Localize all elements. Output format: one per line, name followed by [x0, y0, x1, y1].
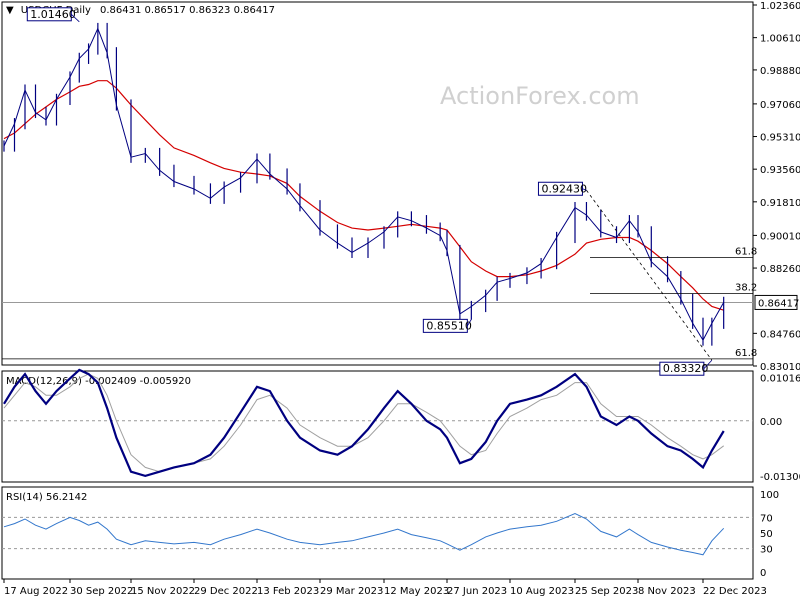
macd-y-tick-label: 0.010166	[760, 374, 800, 385]
current-price-label: 0.86417	[758, 298, 799, 309]
macd-panel-frame	[1, 370, 754, 483]
price-y-tick-label: 0.98880	[760, 66, 800, 77]
price-y-tick-label: 0.93560	[760, 165, 800, 176]
price-annotation-label: 0.85510	[426, 319, 472, 332]
price-y-tick-label: 1.02360	[760, 1, 800, 12]
rsi-y-tick-label: 30	[760, 545, 773, 556]
rsi-y-tick-label: 50	[760, 529, 773, 540]
x-axis-tick-label: 12 May 2023	[384, 586, 449, 597]
rsi-y-tick-label: 100	[760, 490, 779, 501]
price-annotation-label: 0.92430	[541, 182, 587, 195]
x-axis-tick-label: 30 Sep 2022	[70, 586, 133, 597]
price-y-tick-label: 0.83010	[760, 362, 800, 373]
price-annotation-leader	[71, 13, 80, 23]
price-y-tick-label: 0.95310	[760, 133, 800, 144]
swing-dashed-line	[586, 190, 713, 361]
chart-dropdown-icon[interactable]: ▼	[6, 5, 14, 16]
macd-line	[3, 368, 725, 478]
rsi-panel-frame	[1, 486, 754, 580]
price-line	[3, 27, 725, 342]
watermark: ActionForex.com	[440, 82, 640, 110]
fib-level-label: 61.8	[735, 348, 757, 359]
macd-title: MACD(12,26,9) -0.002409 -0.005920	[6, 376, 191, 387]
price-chart-ohlc: 0.86431 0.86517 0.86323 0.86417	[100, 5, 275, 16]
x-axis-tick-label: 22 Dec 2023	[703, 586, 767, 597]
price-y-tick-label: 0.91810	[760, 198, 800, 209]
price-y-tick-label: 0.97060	[760, 100, 800, 111]
x-axis-tick-label: 25 Sep 2023	[575, 586, 638, 597]
rsi-y-tick-label: 70	[760, 513, 773, 524]
x-axis-tick-label: 10 Aug 2023	[510, 586, 574, 597]
price-annotation-leader	[703, 359, 713, 369]
price-annotation-leader	[582, 188, 587, 191]
price-y-tick-label: 0.84760	[760, 329, 800, 340]
fib-level-label: 38.2	[735, 283, 757, 294]
x-axis-tick-label: 29 Dec 2022	[194, 586, 258, 597]
macd-y-tick-label: 0.00	[760, 417, 782, 428]
price-annotation-leader	[467, 319, 472, 327]
price-annotation-box	[26, 7, 72, 22]
rsi-line	[3, 512, 725, 556]
x-axis-tick-label: 17 Aug 2022	[4, 586, 68, 597]
macd-signal-line	[3, 373, 725, 473]
rsi-title: RSI(14) 56.2142	[6, 492, 87, 503]
price-panel-frame	[1, 1, 754, 366]
x-axis-tick-label: 15 Nov 2022	[131, 586, 195, 597]
x-axis-tick-label: 29 Mar 2023	[320, 586, 383, 597]
fib-level-label: 61.8	[735, 247, 757, 258]
macd-y-tick-label: -0.013006	[760, 472, 800, 483]
price-y-tick-label: 0.90010	[760, 231, 800, 242]
rsi-y-tick-label: 0	[760, 568, 766, 579]
x-axis-tick-label: 27 Jun 2023	[447, 586, 507, 597]
price-annotation-label: 1.01460	[30, 8, 76, 21]
x-axis-tick-label: 8 Nov 2023	[638, 586, 696, 597]
price-y-tick-label: 1.00610	[760, 34, 800, 45]
x-axis-tick-label: 13 Feb 2023	[257, 586, 319, 597]
current-price-box	[754, 294, 798, 310]
price-y-tick-label: 0.88260	[760, 264, 800, 275]
price-annotation-label: 0.83320	[663, 362, 709, 375]
